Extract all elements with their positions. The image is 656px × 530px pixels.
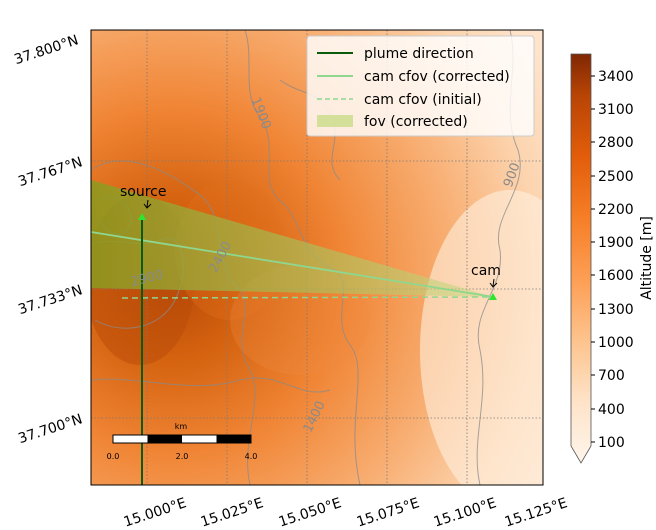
colorbar-tick-label: 1000 xyxy=(598,335,634,351)
map-frame xyxy=(90,29,544,486)
lat-tick-label: 37.733°N xyxy=(16,282,84,318)
legend-label: cam cfov (corrected) xyxy=(364,69,510,85)
cam-arrow xyxy=(489,278,498,288)
lat-tick-label: 37.767°N xyxy=(16,154,84,190)
colorbar-ticks: 3400 3100 2800 2500 2200 1900 1600 1300 … xyxy=(591,69,634,451)
legend-box xyxy=(306,35,535,137)
colorbar-tick-label: 400 xyxy=(598,402,625,418)
lon-tick-label: 15.025°E xyxy=(199,495,266,530)
cam-cfov-initial-line xyxy=(121,296,495,299)
colorbar-tick-label: 2800 xyxy=(598,135,634,151)
legend: plume direction cam cfov (corrected) cam… xyxy=(306,35,535,137)
colorbar-ramp xyxy=(570,53,592,464)
scalebar-tick: 4.0 xyxy=(245,452,258,461)
colorbar-tick-label: 2200 xyxy=(598,202,634,218)
colorbar-tick-label: 3100 xyxy=(598,102,634,118)
scalebar-tick: 2.0 xyxy=(176,452,189,461)
colorbar-tick-label: 700 xyxy=(598,368,625,384)
colorbar-title: Altitude [m] xyxy=(639,216,655,300)
colorbar-tick-label: 1900 xyxy=(598,235,634,251)
cam-label: cam xyxy=(471,263,501,279)
lon-tick-label: 15.050°E xyxy=(277,495,344,530)
scalebar-segment xyxy=(147,435,182,443)
colorbar-tick-label: 2500 xyxy=(598,169,634,185)
legend-label: fov (corrected) xyxy=(364,114,468,130)
legend-label: plume direction xyxy=(364,46,474,62)
source-marker xyxy=(138,213,146,220)
source-label: source xyxy=(120,184,167,200)
source-arrow xyxy=(143,199,152,209)
lat-tick-label: 37.800°N xyxy=(12,32,80,68)
lon-tick-label: 15.125°E xyxy=(503,495,570,530)
contour-line xyxy=(91,377,331,393)
latitude-axis: 37.800°N 37.767°N 37.733°N 37.700°N xyxy=(12,32,84,447)
fov-corrected-area xyxy=(91,180,494,297)
legend-swatch-fov xyxy=(317,115,353,127)
lon-tick-label: 15.100°E xyxy=(432,495,499,530)
colorbar-tick-label: 3400 xyxy=(598,69,634,85)
scalebar-segment xyxy=(216,435,251,443)
terrain-lowland xyxy=(420,190,543,485)
colorbar: 3400 3100 2800 2500 2200 1900 1600 1300 … xyxy=(570,53,655,464)
lat-tick-label: 37.700°N xyxy=(16,411,84,447)
lon-tick-label: 15.000°E xyxy=(122,495,189,530)
lon-tick-label: 15.075°E xyxy=(355,495,422,530)
legend-label: cam cfov (initial) xyxy=(364,92,482,108)
cam-cfov-corrected-line xyxy=(91,231,495,298)
map-panel: 1900 900 2400 2900 1400 source cam km 0.… xyxy=(90,29,544,486)
scalebar-tick: 0.0 xyxy=(107,452,120,461)
cam-marker xyxy=(489,293,497,300)
colorbar-tick-label: 100 xyxy=(598,435,625,451)
colorbar-tick-label: 1300 xyxy=(598,302,634,318)
colorbar-tick-label: 1600 xyxy=(598,268,634,284)
longitude-axis: 15.000°E 15.025°E 15.050°E 15.075°E 15.1… xyxy=(122,495,570,530)
scale-bar: km 0.0 2.0 4.0 xyxy=(107,422,258,461)
scalebar-unit: km xyxy=(175,422,188,431)
